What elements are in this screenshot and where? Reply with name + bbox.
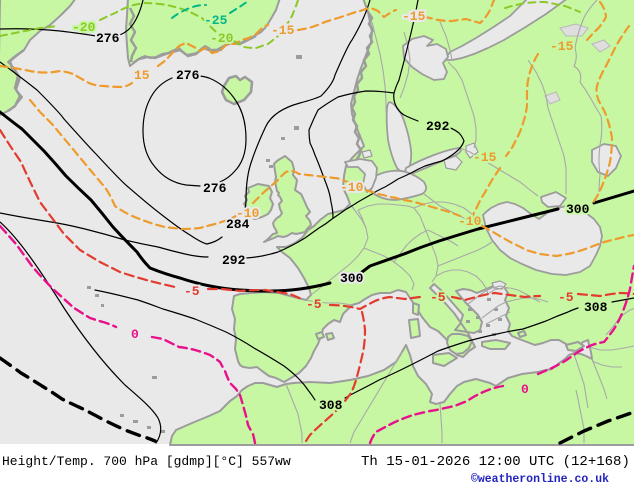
svg-text:-20: -20 — [210, 31, 234, 46]
svg-text:-5: -5 — [184, 284, 200, 299]
svg-text:-5: -5 — [306, 297, 322, 312]
svg-text:292: 292 — [222, 253, 246, 268]
svg-text:-10: -10 — [236, 206, 260, 221]
svg-text:292: 292 — [426, 119, 450, 134]
svg-text:©weatheronline.co.uk: ©weatheronline.co.uk — [471, 473, 609, 486]
svg-text:-5: -5 — [430, 290, 446, 305]
svg-text:15: 15 — [134, 68, 150, 83]
svg-text:-25: -25 — [204, 13, 228, 28]
svg-text:0: 0 — [521, 382, 529, 397]
svg-text:-15: -15 — [550, 39, 574, 54]
svg-text:308: 308 — [584, 300, 608, 315]
svg-text:-20: -20 — [72, 20, 96, 35]
svg-text:300: 300 — [340, 271, 364, 286]
svg-text:276: 276 — [176, 68, 200, 83]
svg-text:0: 0 — [131, 327, 139, 342]
svg-text:-5: -5 — [558, 290, 574, 305]
svg-text:-15: -15 — [473, 150, 497, 165]
svg-text:Height/Temp. 700 hPa [gdmp][°C: Height/Temp. 700 hPa [gdmp][°C] 557ww — [2, 454, 291, 469]
svg-text:284: 284 — [226, 217, 250, 232]
svg-text:-15: -15 — [402, 9, 426, 24]
svg-text:-10: -10 — [458, 214, 482, 229]
svg-text:-10: -10 — [340, 180, 364, 195]
svg-text:-15: -15 — [271, 23, 295, 38]
svg-text:Th 15-01-2026 12:00 UTC (12+16: Th 15-01-2026 12:00 UTC (12+168) — [361, 454, 630, 470]
svg-text:276: 276 — [96, 31, 120, 46]
svg-text:300: 300 — [566, 202, 590, 217]
svg-text:308: 308 — [319, 398, 343, 413]
svg-text:276: 276 — [203, 181, 227, 196]
